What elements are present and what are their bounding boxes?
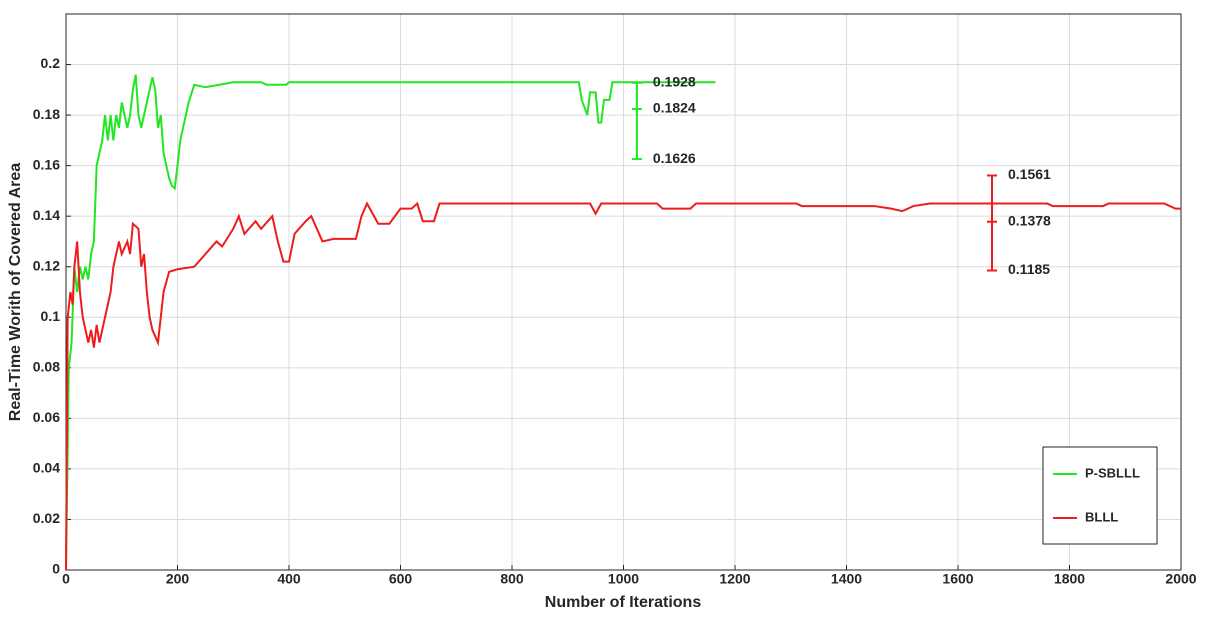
legend-label: P-SBLLL bbox=[1085, 465, 1140, 480]
x-tick-label: 1200 bbox=[719, 571, 750, 587]
legend-label: BLLL bbox=[1085, 509, 1118, 524]
error-label: 0.1378 bbox=[1008, 212, 1051, 228]
x-tick-label: 200 bbox=[166, 571, 190, 587]
series-line bbox=[65, 74, 716, 571]
error-label: 0.1928 bbox=[653, 73, 696, 89]
x-tick-label: 600 bbox=[389, 571, 413, 587]
x-tick-label: 1600 bbox=[942, 571, 973, 587]
x-tick-label: 0 bbox=[62, 571, 70, 587]
y-axis-label: Real-Time Worith of Covered Area bbox=[7, 163, 24, 422]
y-tick-label: 0.16 bbox=[33, 156, 60, 172]
y-tick-label: 0.2 bbox=[41, 55, 61, 71]
y-tick-label: 0.04 bbox=[33, 460, 60, 476]
plot-frame bbox=[65, 13, 1182, 571]
y-tick-label: 0.1 bbox=[41, 308, 61, 324]
y-tick-label: 0.02 bbox=[33, 510, 60, 526]
x-tick-label: 1400 bbox=[831, 571, 862, 587]
error-label: 0.1185 bbox=[1008, 261, 1050, 277]
x-tick-label: 400 bbox=[277, 571, 301, 587]
y-tick-label: 0.12 bbox=[33, 257, 60, 273]
x-axis-label: Number of Iterations bbox=[545, 594, 702, 611]
y-tick-label: 0.06 bbox=[33, 409, 60, 425]
series-line bbox=[65, 201, 1181, 571]
y-tick-label: 0.08 bbox=[33, 359, 60, 375]
error-label: 0.1626 bbox=[653, 150, 696, 166]
y-tick-label: 0.14 bbox=[33, 207, 60, 223]
y-tick-label: 0.18 bbox=[33, 106, 60, 122]
x-tick-label: 800 bbox=[500, 571, 524, 587]
legend-box bbox=[1042, 446, 1158, 545]
x-tick-label: 1800 bbox=[1054, 571, 1085, 587]
error-label: 0.1561 bbox=[1008, 166, 1051, 182]
error-label: 0.1824 bbox=[653, 100, 696, 116]
y-tick-label: 0 bbox=[52, 561, 60, 577]
x-tick-label: 1000 bbox=[608, 571, 639, 587]
x-tick-label: 2000 bbox=[1165, 571, 1196, 587]
